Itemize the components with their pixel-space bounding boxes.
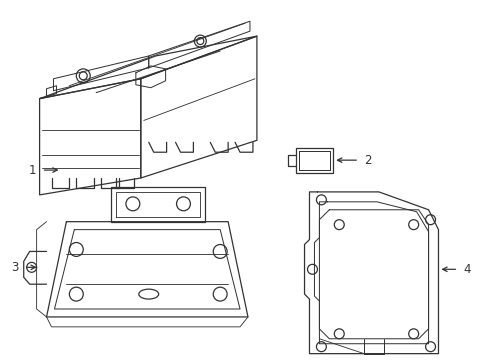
Text: 1: 1 [29,163,37,176]
Text: 2: 2 [364,154,371,167]
Text: 4: 4 [462,263,470,276]
Text: 3: 3 [11,261,19,274]
